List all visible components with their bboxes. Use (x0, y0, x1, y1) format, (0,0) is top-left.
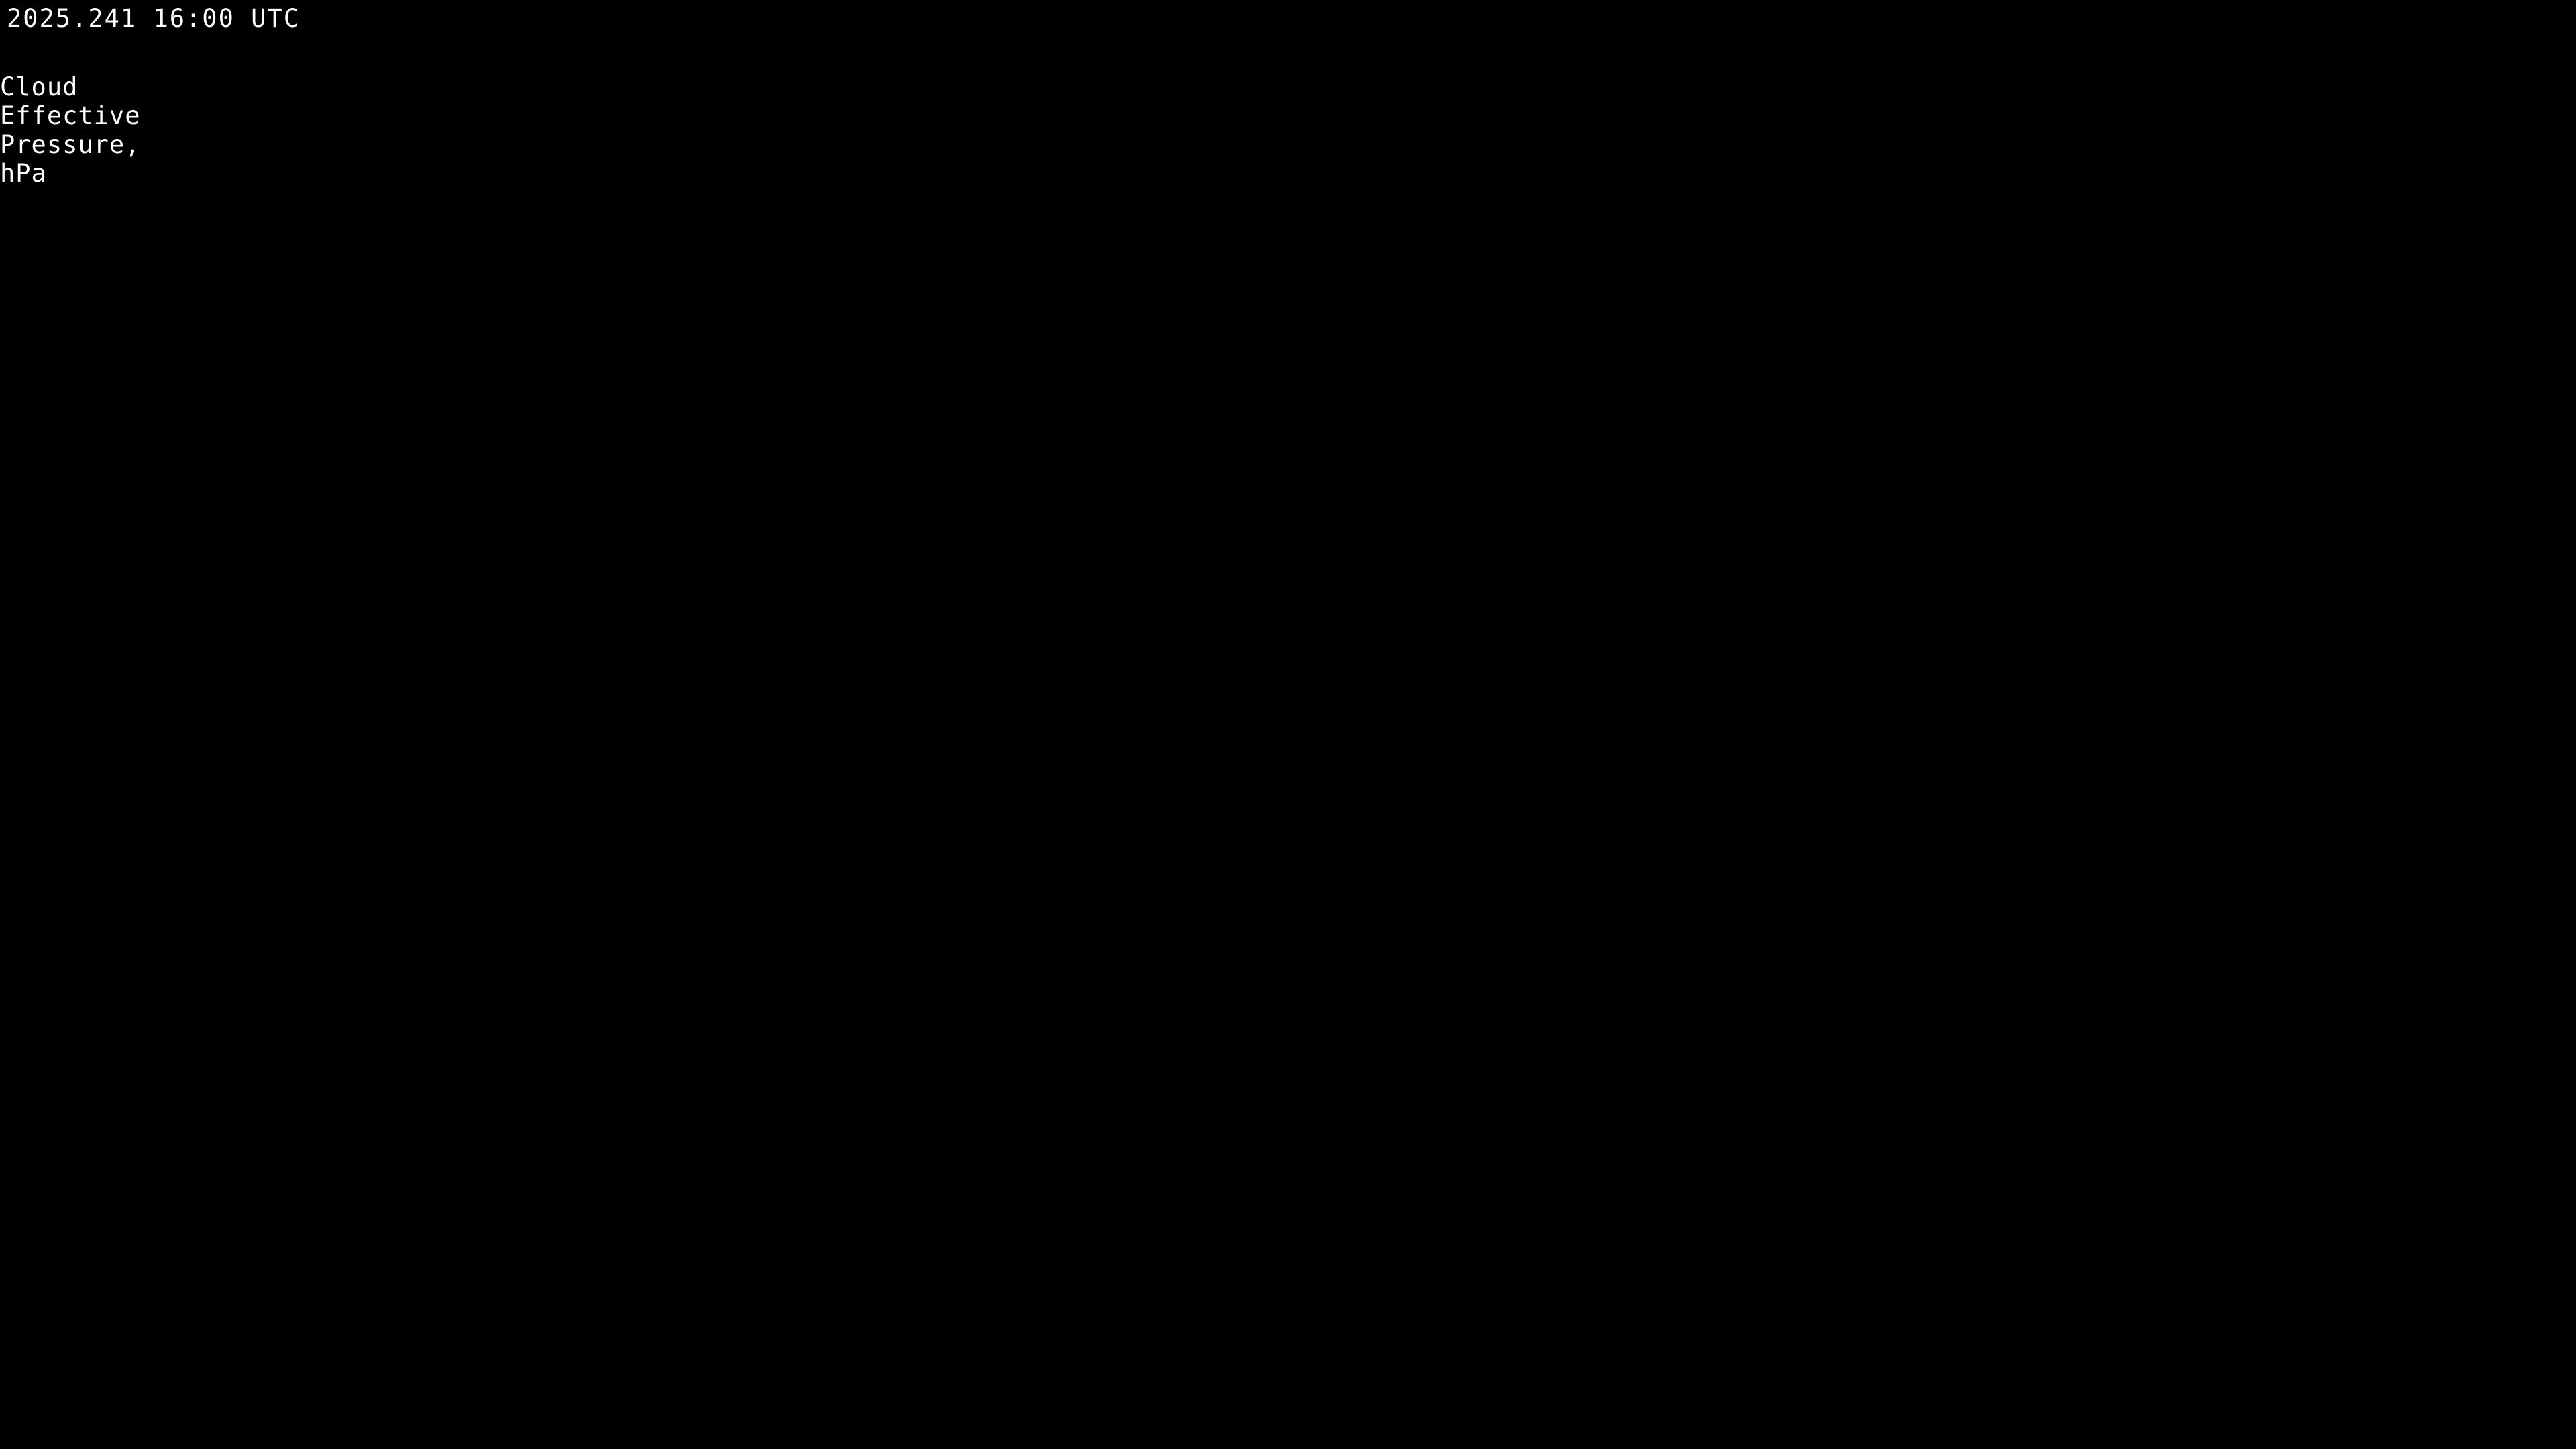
cloud-pressure-map-canvas (0, 0, 2576, 1288)
timestamp: 2025.241 16:00 UTC (7, 4, 300, 33)
